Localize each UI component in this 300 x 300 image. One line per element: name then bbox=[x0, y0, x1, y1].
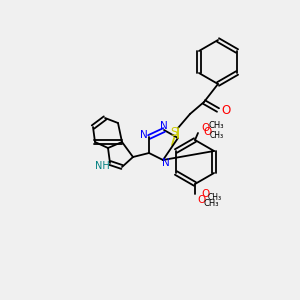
Text: CH₃: CH₃ bbox=[203, 199, 219, 208]
Text: O: O bbox=[221, 103, 231, 116]
Text: N: N bbox=[162, 158, 170, 168]
Text: O: O bbox=[201, 189, 209, 199]
Text: S: S bbox=[170, 125, 178, 139]
Text: O: O bbox=[202, 123, 210, 133]
Text: O: O bbox=[203, 127, 211, 137]
Text: N: N bbox=[160, 121, 168, 131]
Text: CH₃: CH₃ bbox=[210, 130, 224, 140]
Text: O: O bbox=[197, 195, 205, 205]
Text: N: N bbox=[140, 130, 148, 140]
Text: CH₃: CH₃ bbox=[208, 193, 222, 202]
Text: CH₃: CH₃ bbox=[208, 121, 224, 130]
Text: NH: NH bbox=[94, 161, 110, 171]
